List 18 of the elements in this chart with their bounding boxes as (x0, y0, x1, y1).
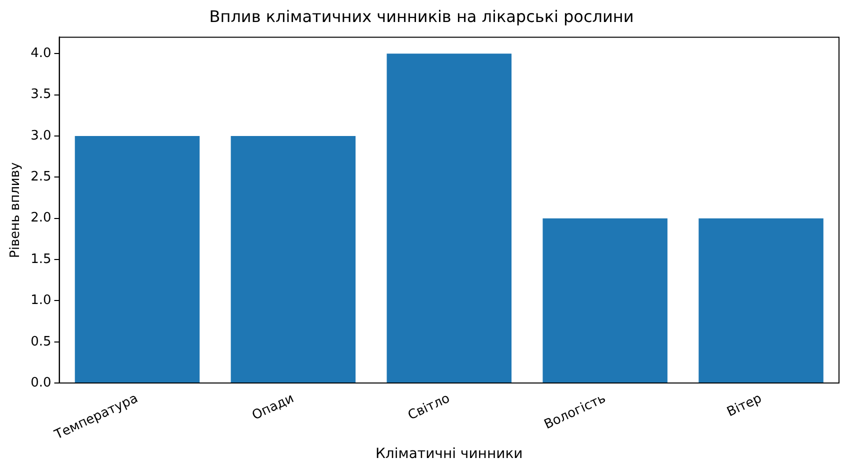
bar (698, 218, 824, 383)
bar (386, 54, 512, 383)
bar (542, 218, 668, 383)
y-tick-label: 4.0 (30, 46, 52, 62)
bar (230, 136, 356, 383)
y-tick-label: 0.5 (30, 334, 52, 350)
y-tick-label: 1.0 (30, 293, 52, 308)
chart-title: Вплив кліматичних чинників на лікарські рослини (209, 6, 634, 26)
bar (74, 136, 200, 383)
x-axis-title: Кліматичні чинники (375, 446, 523, 462)
y-tick-label: 2.0 (30, 210, 52, 226)
y-tick-label: 0.0 (30, 375, 52, 390)
x-tick-label: Вітер (724, 391, 764, 420)
y-tick-label: 1.5 (30, 252, 52, 267)
y-axis-title: Рівень впливу (8, 162, 24, 258)
y-tick-label: 3.0 (30, 128, 52, 144)
y-tick-label: 2.5 (30, 170, 52, 185)
y-tick-label: 3.5 (30, 87, 52, 102)
